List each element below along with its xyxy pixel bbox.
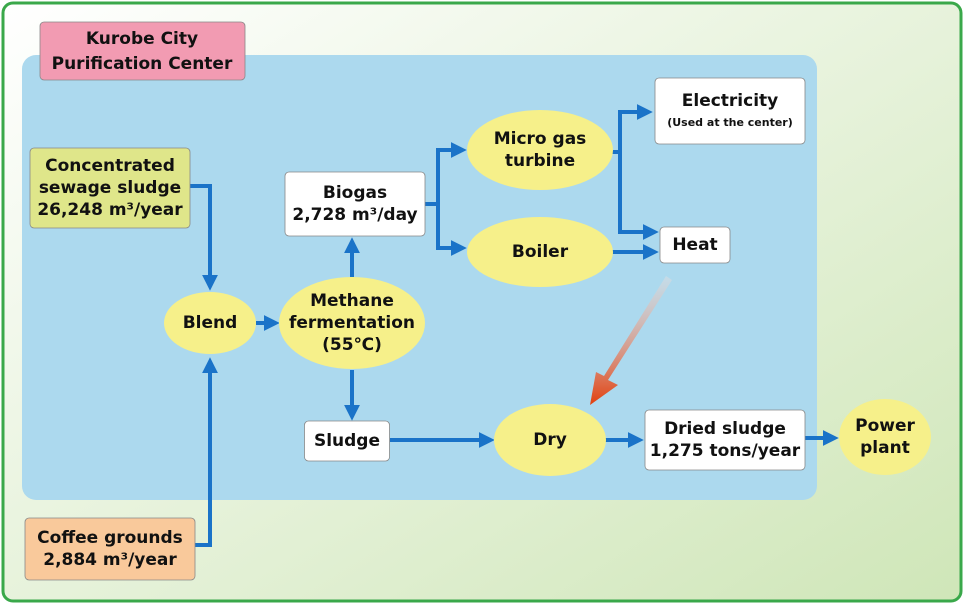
- node-label: Dried sludge: [664, 419, 786, 439]
- arrow: [436, 204, 467, 256]
- arrow: [612, 104, 653, 154]
- node-label: Electricity: [682, 91, 779, 111]
- node-label: Blend: [183, 313, 238, 333]
- power-node: [839, 399, 931, 475]
- arrow: [618, 152, 659, 240]
- dried-box: [644, 409, 806, 471]
- arrow: [425, 142, 467, 206]
- coffee-box: [24, 517, 196, 581]
- node-label: Dry: [533, 430, 567, 450]
- electricity-box: [654, 77, 806, 145]
- node-label: fermentation: [289, 313, 415, 333]
- title: Purification Center: [52, 54, 233, 74]
- node-label: Methane: [310, 291, 394, 311]
- blend-node: [164, 292, 256, 354]
- node-label: 2,884 m³/year: [43, 550, 177, 570]
- methane-node: [279, 277, 425, 369]
- node-label: Heat: [672, 235, 717, 255]
- node-label: plant: [860, 438, 910, 458]
- node-label: Coffee grounds: [37, 528, 183, 548]
- node-label: Boiler: [512, 242, 569, 262]
- biogas-box: [284, 171, 426, 237]
- arrow: [195, 357, 218, 547]
- arrow: [190, 184, 218, 291]
- heat-arrow: [590, 276, 672, 405]
- node-label: (Used at the center): [667, 116, 793, 129]
- node-label: 26,248 m³/year: [37, 200, 183, 220]
- node-label: Sludge: [314, 431, 380, 451]
- node-label: Micro gas: [494, 129, 587, 149]
- node-label: 2,728 m³/day: [292, 205, 417, 225]
- title-box: [39, 21, 246, 81]
- heat-box: [659, 226, 731, 264]
- boiler-node: [467, 217, 613, 287]
- node-label: (55℃): [322, 335, 382, 355]
- sludge-box: [304, 420, 390, 462]
- arrows: [190, 104, 839, 547]
- turbine-node: [467, 110, 613, 190]
- node-label: Power: [855, 416, 915, 436]
- dry-node: [494, 404, 606, 476]
- node-label: turbine: [505, 151, 575, 171]
- node-label: Concentrated: [45, 156, 175, 176]
- node-label: sewage sludge: [39, 178, 181, 198]
- node-label: Biogas: [323, 183, 387, 203]
- title: Kurobe City: [86, 29, 198, 49]
- sewage-box: [29, 147, 191, 229]
- node-label: 1,275 tons/year: [650, 441, 801, 461]
